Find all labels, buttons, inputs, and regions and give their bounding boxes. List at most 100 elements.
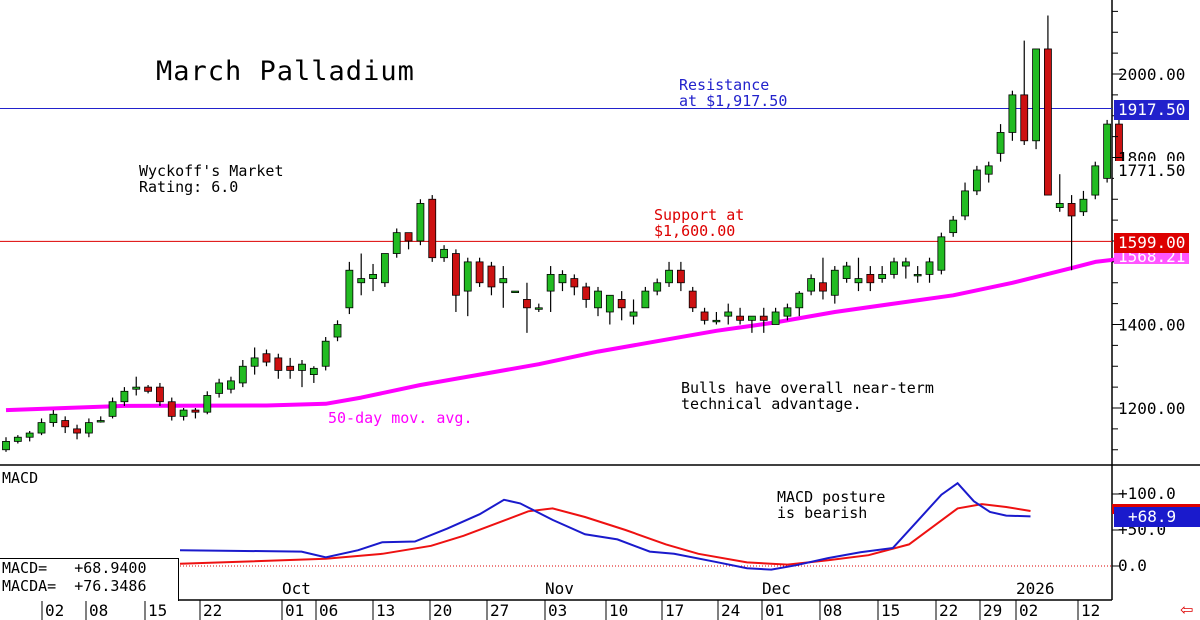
ma-label: 50-day mov. avg. <box>328 409 473 427</box>
candle <box>570 274 579 296</box>
macd-note: MACD posture is bearish <box>777 488 886 522</box>
candle-body <box>321 340 330 367</box>
date-tick-label: 24 <box>721 601 740 620</box>
candle-body <box>475 261 484 284</box>
macd-signal-line <box>179 503 1031 566</box>
candle <box>534 303 543 312</box>
candle <box>984 161 993 183</box>
candle-body <box>700 311 709 321</box>
candle <box>380 253 389 287</box>
candle-body <box>380 253 389 284</box>
candle-body <box>499 278 508 284</box>
candle <box>523 282 531 333</box>
date-tick-label: 20 <box>433 601 452 620</box>
candle-body <box>84 422 93 434</box>
candle-body <box>925 261 934 275</box>
candle <box>854 257 863 292</box>
candle <box>404 232 413 250</box>
candle <box>605 294 614 325</box>
candle <box>1044 15 1052 196</box>
candle <box>890 257 898 279</box>
month-label: Nov <box>545 579 574 598</box>
candle-body <box>1055 203 1064 209</box>
candle <box>215 378 224 398</box>
date-tick-label: 08 <box>823 601 842 620</box>
candle <box>546 266 555 312</box>
candle <box>309 366 318 383</box>
candle-body <box>1079 198 1088 213</box>
candle-body <box>688 290 697 309</box>
candle <box>238 359 247 388</box>
candle-body <box>771 311 780 325</box>
candle <box>416 199 425 246</box>
candle-body <box>1032 48 1040 142</box>
candle <box>736 307 744 325</box>
candle <box>333 320 342 342</box>
candle <box>321 337 330 371</box>
candle-body <box>2 440 10 451</box>
candle-body <box>416 203 425 242</box>
price-tick-label: 2000.00 <box>1118 65 1185 84</box>
date-tick-label: 15 <box>148 601 167 620</box>
candle-body <box>605 294 614 313</box>
candle <box>665 261 673 287</box>
candle-body <box>369 273 377 279</box>
candle <box>1103 119 1112 183</box>
candle <box>629 299 638 325</box>
candle <box>298 359 306 388</box>
candle-body <box>807 278 816 292</box>
candle <box>49 410 58 427</box>
month-label: Dec <box>762 579 791 598</box>
date-tick-label: 01 <box>285 601 304 620</box>
candle-body <box>558 273 567 284</box>
date-tick-label: 02 <box>45 601 64 620</box>
candle-body <box>357 278 366 284</box>
candle <box>487 261 496 296</box>
macd-panel-label: MACD <box>2 469 39 487</box>
date-tick-label: 08 <box>89 601 108 620</box>
candle <box>700 307 709 325</box>
candle <box>819 257 827 300</box>
candle-body <box>1103 123 1112 179</box>
date-tick-label: 06 <box>319 601 338 620</box>
month-label: 2026 <box>1016 579 1055 598</box>
candle <box>463 257 472 317</box>
candle-body <box>665 269 673 284</box>
candle-body <box>463 261 472 292</box>
candle-body <box>309 367 318 375</box>
candle-body <box>949 219 958 234</box>
candle-body <box>108 401 117 417</box>
candle <box>676 261 685 292</box>
candle-body <box>996 132 1005 154</box>
candle-body <box>96 420 105 423</box>
candle <box>191 408 200 419</box>
candle-body <box>1044 48 1052 196</box>
candle <box>61 416 70 434</box>
candle <box>594 286 602 317</box>
candle-body <box>25 432 34 438</box>
candle <box>428 195 437 262</box>
candle <box>345 261 354 315</box>
candle <box>1008 90 1017 141</box>
candle-body <box>262 353 271 363</box>
date-tick-label: 22 <box>939 601 958 620</box>
candle-body <box>913 273 922 277</box>
date-tick-label: 27 <box>490 601 509 620</box>
candle-body <box>937 236 946 271</box>
candle-body <box>783 307 792 317</box>
macd-readout-box: MACD= +68.9400 MACDA= +76.3486 <box>0 558 179 601</box>
candle-body <box>712 319 721 323</box>
date-tick-label: 12 <box>1081 601 1100 620</box>
macd-tick-label: +100.0 <box>1118 484 1176 503</box>
scroll-left-icon[interactable]: ⇦ <box>1180 600 1194 619</box>
candle <box>37 418 46 436</box>
candle-body <box>298 363 306 371</box>
candle <box>866 266 875 292</box>
candle-body <box>961 190 969 217</box>
candle <box>203 391 212 415</box>
candle <box>748 315 756 333</box>
candle <box>144 385 152 394</box>
candle-body <box>238 365 247 384</box>
candle <box>688 286 697 312</box>
